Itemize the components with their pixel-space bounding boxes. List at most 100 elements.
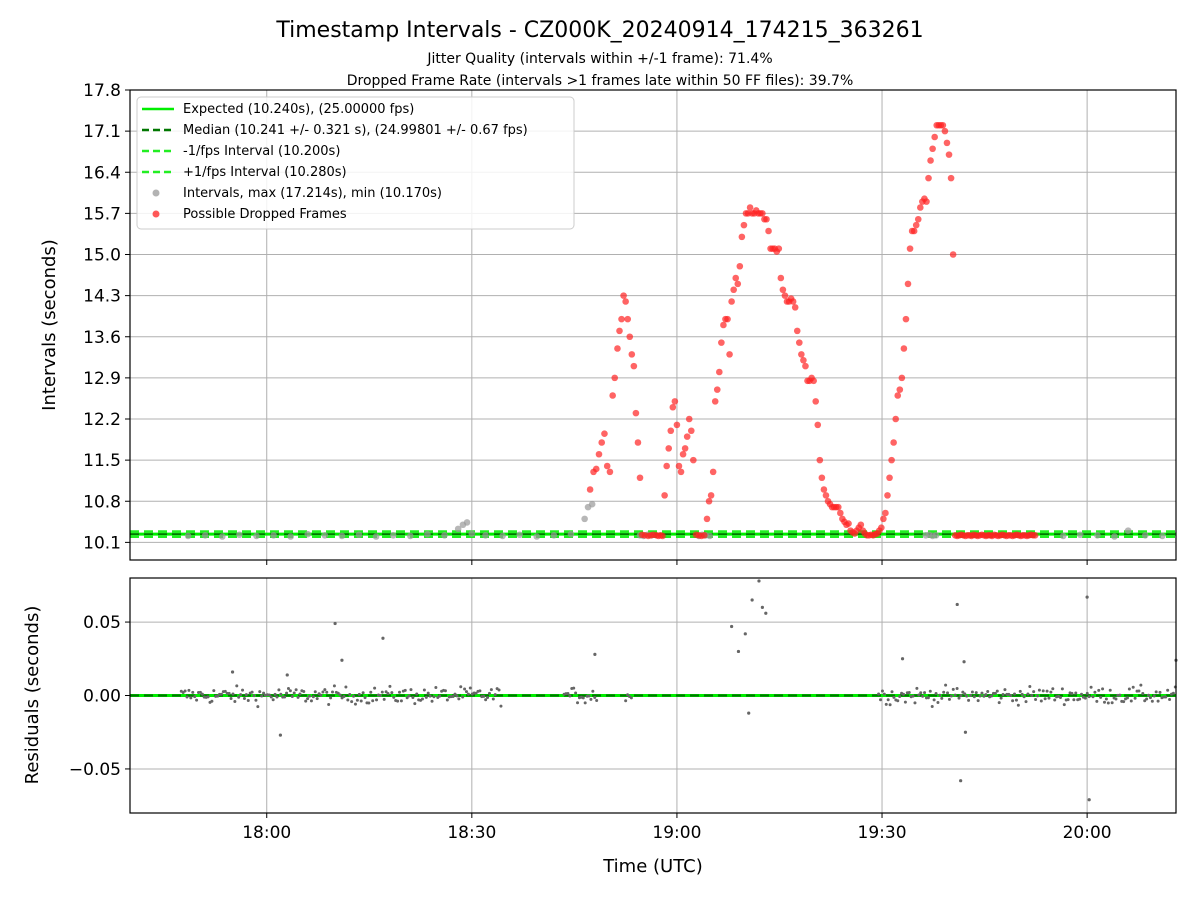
residual-point xyxy=(1041,689,1045,693)
residual-point xyxy=(1016,703,1020,707)
residual-point xyxy=(242,696,246,700)
residual-point xyxy=(390,691,394,695)
dropped-frame-point xyxy=(636,474,644,482)
dropped-frame-point xyxy=(912,221,920,229)
residual-point xyxy=(879,698,883,702)
dropped-frame-point xyxy=(816,456,824,464)
residual-point xyxy=(1083,696,1087,700)
residual-point xyxy=(332,684,336,688)
residual-outlier-point xyxy=(593,652,597,656)
residual-outlier-point xyxy=(747,711,751,715)
residual-point xyxy=(415,692,419,696)
residual-point xyxy=(212,689,216,693)
residual-point xyxy=(292,691,296,695)
residual-point xyxy=(976,699,980,703)
residual-point xyxy=(1148,696,1152,700)
dropped-frame-point xyxy=(724,315,731,323)
residual-point xyxy=(1158,690,1162,694)
x-tick-label: 20:00 xyxy=(1063,823,1112,843)
residual-point xyxy=(200,692,204,696)
interval-point xyxy=(287,533,294,540)
dropped-frame-point xyxy=(822,492,830,499)
dropped-frame-point xyxy=(902,315,910,323)
residual-point xyxy=(1035,694,1039,698)
interval-point xyxy=(932,532,940,539)
residual-point xyxy=(934,691,938,695)
dropped-frame-point xyxy=(888,456,895,464)
dropped-frame-point xyxy=(906,245,914,252)
residual-point xyxy=(346,698,350,702)
residual-point xyxy=(1093,690,1097,694)
residual-outlier-point xyxy=(962,660,966,664)
interval-point xyxy=(236,531,243,539)
dropped-frame-point xyxy=(796,339,803,346)
residual-point xyxy=(1118,693,1122,697)
dropped-frame-point xyxy=(943,139,951,147)
intervals-y-tick-label: 12.9 xyxy=(83,369,121,389)
residual-point xyxy=(183,689,187,693)
dropped-frame-point xyxy=(820,486,828,493)
residual-point xyxy=(246,699,250,703)
dropped-frame-point xyxy=(659,532,666,540)
residual-point xyxy=(884,702,888,706)
residual-point xyxy=(382,697,386,701)
dropped-frame-point xyxy=(884,492,891,499)
residual-outlier-point xyxy=(764,611,768,615)
dropped-frame-point xyxy=(947,174,955,182)
interval-point xyxy=(581,515,588,523)
chart-legend: Expected (10.240s), (25.00000 fps) Media… xyxy=(136,96,575,230)
dropped-frame-point xyxy=(726,351,733,358)
residual-point xyxy=(191,690,195,694)
legend-label-plus-fps: +1/fps Interval (10.280s) xyxy=(183,165,347,180)
dropped-frame-point xyxy=(917,204,924,211)
dropped-frame-point xyxy=(779,286,787,294)
interval-point xyxy=(1159,532,1166,540)
dropped-frame-point xyxy=(630,362,638,370)
dropped-frame-point xyxy=(669,403,677,411)
residual-point xyxy=(572,686,576,690)
interval-point xyxy=(1141,532,1149,539)
residual-point xyxy=(1129,699,1133,703)
dropped-frame-point xyxy=(603,462,611,470)
residual-point xyxy=(311,695,315,699)
residual-point xyxy=(1106,701,1110,705)
residuals-y-axis-label: Residuals (seconds) xyxy=(22,606,43,785)
dropped-frame-point xyxy=(720,321,727,329)
residual-point xyxy=(591,689,595,693)
residual-point xyxy=(223,689,227,693)
interval-point xyxy=(389,532,397,539)
residual-point xyxy=(1099,695,1103,699)
interval-point xyxy=(588,500,596,508)
residuals-points xyxy=(179,579,1178,802)
residual-point xyxy=(1070,691,1074,695)
dropped-frame-point xyxy=(880,515,887,523)
residual-point xyxy=(273,692,277,696)
x-tick-label: 18:00 xyxy=(242,823,291,843)
intervals-y-ticks: 10.1 10.8 11.5 12.2 12.9 13.6 14.3 15.0 15.7 16.4… xyxy=(83,81,130,553)
dropped-frame-point xyxy=(671,398,679,405)
dropped-frame-point xyxy=(812,398,820,405)
residual-point xyxy=(999,696,1003,700)
residual-point xyxy=(1156,699,1160,703)
residual-point xyxy=(219,692,223,696)
residual-point xyxy=(1053,698,1057,702)
interval-point xyxy=(706,532,714,540)
dropped-frame-point xyxy=(673,421,681,429)
residual-point xyxy=(1058,695,1062,699)
residual-point xyxy=(576,701,580,705)
residual-point xyxy=(1171,691,1175,695)
residual-point xyxy=(1150,699,1154,703)
dropped-frame-point xyxy=(810,377,817,385)
dropped-frame-point xyxy=(601,430,608,437)
dropped-frame-point xyxy=(683,433,691,440)
dropped-frame-point xyxy=(882,509,889,517)
residual-point xyxy=(886,698,890,702)
dropped-frame-point xyxy=(941,127,949,135)
dropped-frame-point xyxy=(798,351,805,358)
residual-point xyxy=(405,696,409,700)
residual-point xyxy=(963,692,967,696)
residual-point xyxy=(296,695,300,699)
residual-point xyxy=(1020,692,1024,696)
residual-outlier-point xyxy=(760,605,764,609)
residual-point xyxy=(1114,697,1118,701)
